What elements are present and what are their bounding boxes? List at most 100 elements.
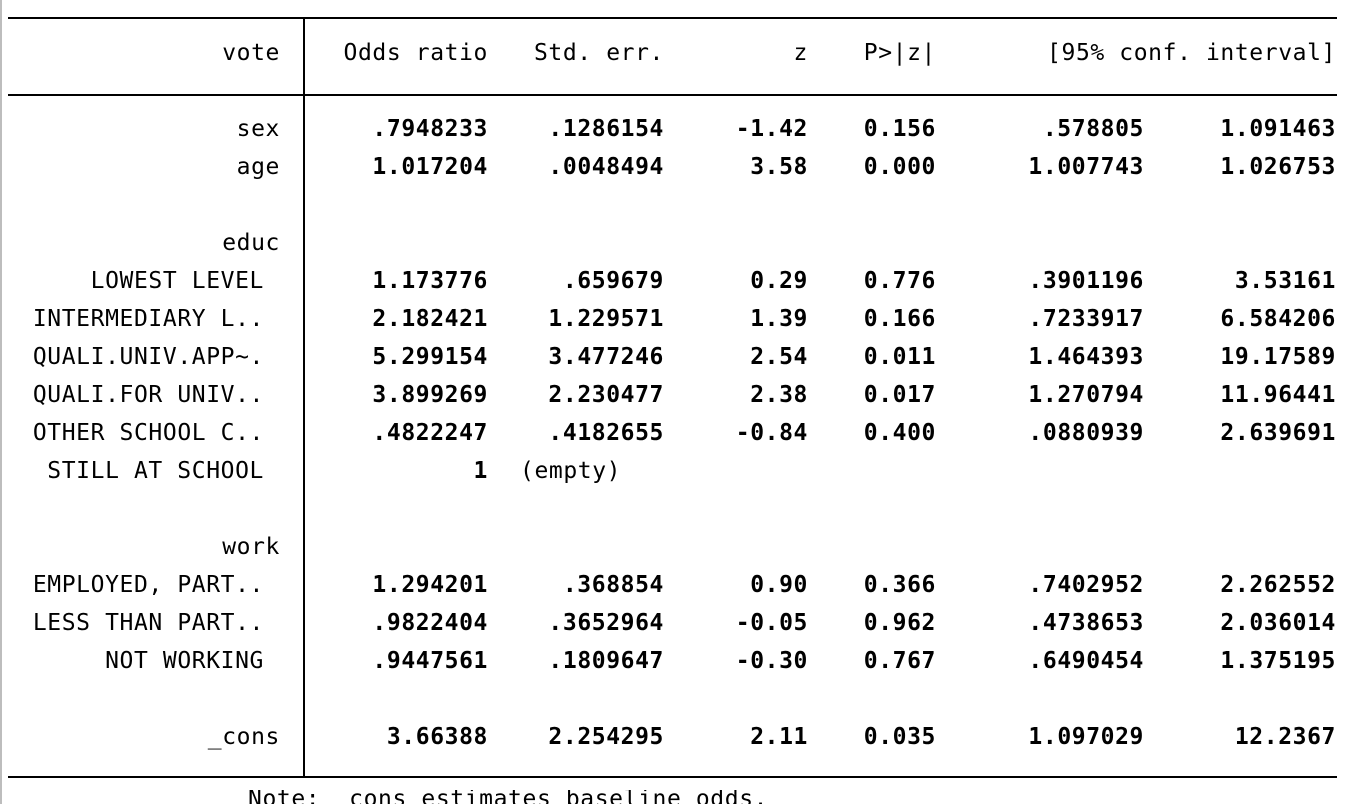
- z-value: 2.11: [750, 724, 808, 750]
- depvar-header: vote: [222, 40, 280, 66]
- z-value: -0.84: [735, 420, 808, 446]
- row-label: QUALI.FOR UNIV..: [32, 382, 264, 408]
- header-rule: [8, 94, 1337, 96]
- ci-lower-value: .4738653: [1028, 610, 1144, 636]
- std-err-value: 3.477246: [548, 344, 664, 370]
- z-value: 0.90: [750, 572, 808, 598]
- p-value-header: P>|z|: [863, 40, 936, 66]
- odds-ratio-value: .7948233: [372, 116, 488, 142]
- odds-ratio-value: 2.182421: [372, 306, 488, 332]
- p-value: 0.767: [863, 648, 936, 674]
- group-label-work: work: [222, 534, 280, 560]
- odds-ratio-value: 1.173776: [372, 268, 488, 294]
- table-top-rule: [8, 17, 1337, 19]
- group-header-row: work: [0, 528, 1360, 566]
- row-label: _cons: [207, 724, 280, 750]
- odds-ratio-value: 5.299154: [372, 344, 488, 370]
- p-value: 0.166: [863, 306, 936, 332]
- ci-lower-value: 1.270794: [1028, 382, 1144, 408]
- ci-lower-value: .0880939: [1028, 420, 1144, 446]
- group-label-educ: educ: [222, 230, 280, 256]
- table-row: LESS THAN PART.. .9822404 .3652964 -0.05…: [0, 604, 1360, 642]
- row-label: NOT WORKING: [105, 648, 264, 674]
- odds-ratio-header: Odds ratio: [343, 40, 488, 66]
- odds-ratio-value: .4822247: [372, 420, 488, 446]
- label-column-divider: [303, 18, 305, 777]
- table-bottom-rule: [8, 776, 1337, 778]
- ci-upper-value: 1.091463: [1220, 116, 1336, 142]
- footer-note-clip: Note: _cons estimates baseline odds.: [0, 790, 1360, 804]
- table-row: EMPLOYED, PART.. 1.294201 .368854 0.90 0…: [0, 566, 1360, 604]
- ci-upper-value: 2.639691: [1220, 420, 1336, 446]
- row-label: QUALI.UNIV.APP~.: [32, 344, 264, 370]
- z-header: z: [793, 40, 808, 66]
- z-value: 3.58: [750, 154, 808, 180]
- table-row: sex .7948233 .1286154 -1.42 0.156 .57880…: [0, 110, 1360, 148]
- table-header-row: vote Odds ratio Std. err. z P>|z| [95% c…: [0, 34, 1360, 72]
- table-row: _cons 3.66388 2.254295 2.11 0.035 1.0970…: [0, 718, 1360, 756]
- z-value: 2.54: [750, 344, 808, 370]
- std-err-value: .659679: [562, 268, 664, 294]
- ci-upper-value: 2.262552: [1220, 572, 1336, 598]
- conf-interval-header: [95% conf. interval]: [1047, 40, 1336, 66]
- std-err-header: Std. err.: [533, 40, 664, 66]
- p-value: 0.366: [863, 572, 936, 598]
- std-err-value: 2.230477: [548, 382, 664, 408]
- table-row: STILL AT SCHOOL 1 (empty): [0, 452, 1360, 490]
- std-err-value: 1.229571: [548, 306, 664, 332]
- p-value: 0.017: [863, 382, 936, 408]
- window-left-edge: [0, 0, 2, 804]
- ci-upper-value: 6.584206: [1220, 306, 1336, 332]
- p-value: 0.035: [863, 724, 936, 750]
- z-value: 1.39: [750, 306, 808, 332]
- ci-upper-value: 1.375195: [1220, 648, 1336, 674]
- odds-ratio-value: 3.899269: [372, 382, 488, 408]
- std-err-value: .1809647: [548, 648, 664, 674]
- ci-lower-value: .7233917: [1028, 306, 1144, 332]
- ci-upper-value: 19.17589: [1220, 344, 1336, 370]
- ci-lower-value: .6490454: [1028, 648, 1144, 674]
- odds-ratio-value: 3.66388: [386, 724, 488, 750]
- std-err-value: 2.254295: [548, 724, 664, 750]
- table-row: INTERMEDIARY L.. 2.182421 1.229571 1.39 …: [0, 300, 1360, 338]
- z-value: -0.05: [735, 610, 808, 636]
- ci-upper-value: 11.96441: [1220, 382, 1336, 408]
- row-label: INTERMEDIARY L..: [32, 306, 264, 332]
- footer-note: Note: _cons estimates baseline odds.: [248, 790, 769, 804]
- p-value: 0.962: [863, 610, 936, 636]
- std-err-value: .4182655: [548, 420, 664, 446]
- table-row: QUALI.FOR UNIV.. 3.899269 2.230477 2.38 …: [0, 376, 1360, 414]
- ci-upper-value: 3.53161: [1234, 268, 1336, 294]
- p-value: 0.156: [863, 116, 936, 142]
- row-label: LOWEST LEVEL: [90, 268, 264, 294]
- std-err-value: .0048494: [548, 154, 664, 180]
- table-row: LOWEST LEVEL 1.173776 .659679 0.29 0.776…: [0, 262, 1360, 300]
- row-label: EMPLOYED, PART..: [32, 572, 264, 598]
- ci-lower-value: 1.097029: [1028, 724, 1144, 750]
- std-err-value: .368854: [562, 572, 664, 598]
- z-value: -0.30: [735, 648, 808, 674]
- odds-ratio-value: .9447561: [372, 648, 488, 674]
- p-value: 0.400: [863, 420, 936, 446]
- odds-ratio-value: 1.294201: [372, 572, 488, 598]
- row-label: LESS THAN PART..: [32, 610, 264, 636]
- table-row: age 1.017204 .0048494 3.58 0.000 1.00774…: [0, 148, 1360, 186]
- table-row: OTHER SCHOOL C.. .4822247 .4182655 -0.84…: [0, 414, 1360, 452]
- ci-lower-value: 1.464393: [1028, 344, 1144, 370]
- std-err-value: .1286154: [548, 116, 664, 142]
- table-row: NOT WORKING .9447561 .1809647 -0.30 0.76…: [0, 642, 1360, 680]
- odds-ratio-value: .9822404: [372, 610, 488, 636]
- ci-upper-value: 12.2367: [1234, 724, 1336, 750]
- z-value: -1.42: [735, 116, 808, 142]
- odds-ratio-value: 1.017204: [372, 154, 488, 180]
- z-value: 0.29: [750, 268, 808, 294]
- ci-lower-value: .3901196: [1028, 268, 1144, 294]
- row-label: STILL AT SCHOOL: [47, 458, 264, 484]
- empty-note: (empty): [520, 458, 622, 484]
- z-value: 2.38: [750, 382, 808, 408]
- group-header-row: educ: [0, 224, 1360, 262]
- ci-lower-value: .7402952: [1028, 572, 1144, 598]
- row-label: OTHER SCHOOL C..: [32, 420, 264, 446]
- ci-upper-value: 2.036014: [1220, 610, 1336, 636]
- ci-lower-value: 1.007743: [1028, 154, 1144, 180]
